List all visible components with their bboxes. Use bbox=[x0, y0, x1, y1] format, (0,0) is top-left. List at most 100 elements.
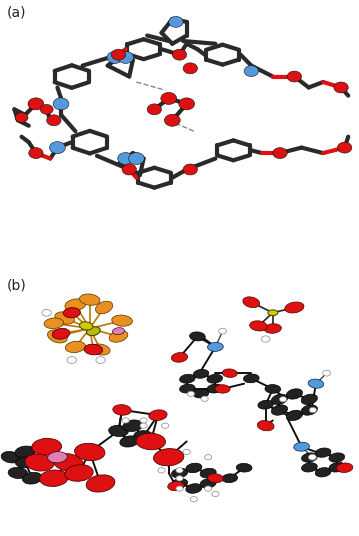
Ellipse shape bbox=[113, 405, 131, 415]
Ellipse shape bbox=[222, 369, 237, 377]
Ellipse shape bbox=[271, 405, 288, 415]
Circle shape bbox=[179, 98, 195, 110]
Ellipse shape bbox=[208, 474, 223, 483]
Ellipse shape bbox=[190, 332, 205, 341]
Circle shape bbox=[183, 63, 197, 74]
Circle shape bbox=[183, 449, 190, 455]
Circle shape bbox=[323, 370, 331, 376]
Circle shape bbox=[15, 113, 28, 122]
Ellipse shape bbox=[15, 457, 35, 468]
Ellipse shape bbox=[243, 297, 260, 308]
Ellipse shape bbox=[180, 384, 195, 393]
Ellipse shape bbox=[329, 463, 345, 472]
Ellipse shape bbox=[65, 341, 85, 353]
Circle shape bbox=[205, 455, 212, 460]
Circle shape bbox=[147, 104, 162, 115]
Ellipse shape bbox=[91, 344, 110, 355]
Ellipse shape bbox=[264, 324, 281, 333]
Ellipse shape bbox=[134, 430, 153, 442]
Ellipse shape bbox=[15, 446, 36, 458]
Text: (b): (b) bbox=[7, 279, 27, 293]
Circle shape bbox=[140, 418, 147, 423]
Ellipse shape bbox=[215, 385, 230, 393]
Ellipse shape bbox=[79, 322, 93, 330]
Ellipse shape bbox=[180, 374, 195, 383]
Circle shape bbox=[183, 164, 197, 175]
Circle shape bbox=[279, 397, 286, 402]
Circle shape bbox=[176, 486, 183, 491]
Ellipse shape bbox=[1, 451, 20, 463]
Ellipse shape bbox=[301, 405, 317, 415]
Ellipse shape bbox=[136, 433, 165, 450]
Ellipse shape bbox=[112, 327, 125, 334]
Circle shape bbox=[334, 82, 348, 93]
Ellipse shape bbox=[172, 468, 188, 478]
Ellipse shape bbox=[95, 301, 113, 314]
Ellipse shape bbox=[207, 374, 223, 383]
Ellipse shape bbox=[149, 410, 167, 421]
Ellipse shape bbox=[222, 474, 238, 482]
Ellipse shape bbox=[257, 421, 274, 431]
Ellipse shape bbox=[250, 321, 267, 331]
Circle shape bbox=[122, 418, 129, 423]
Ellipse shape bbox=[243, 374, 259, 383]
Circle shape bbox=[176, 476, 183, 481]
Ellipse shape bbox=[186, 463, 202, 473]
Ellipse shape bbox=[48, 452, 67, 463]
Circle shape bbox=[261, 336, 270, 342]
Ellipse shape bbox=[65, 465, 93, 481]
Ellipse shape bbox=[120, 436, 139, 447]
Ellipse shape bbox=[65, 299, 86, 311]
Circle shape bbox=[118, 153, 134, 165]
Circle shape bbox=[244, 65, 258, 77]
Circle shape bbox=[187, 391, 195, 397]
Ellipse shape bbox=[44, 318, 64, 329]
Ellipse shape bbox=[109, 331, 128, 343]
Circle shape bbox=[212, 492, 219, 496]
Ellipse shape bbox=[301, 394, 317, 405]
Ellipse shape bbox=[109, 426, 128, 436]
Circle shape bbox=[162, 423, 169, 428]
Ellipse shape bbox=[315, 448, 331, 457]
Ellipse shape bbox=[47, 330, 67, 343]
Ellipse shape bbox=[208, 343, 223, 352]
Ellipse shape bbox=[308, 379, 324, 388]
Ellipse shape bbox=[315, 467, 331, 477]
Ellipse shape bbox=[154, 449, 184, 466]
Ellipse shape bbox=[193, 369, 209, 378]
Circle shape bbox=[29, 147, 43, 159]
Circle shape bbox=[176, 468, 183, 473]
Ellipse shape bbox=[294, 442, 309, 451]
Circle shape bbox=[161, 92, 177, 105]
Ellipse shape bbox=[8, 467, 28, 479]
Ellipse shape bbox=[236, 463, 252, 472]
Circle shape bbox=[164, 114, 180, 126]
Ellipse shape bbox=[23, 472, 42, 484]
Circle shape bbox=[190, 496, 197, 502]
Circle shape bbox=[337, 142, 352, 153]
Ellipse shape bbox=[84, 344, 103, 355]
Ellipse shape bbox=[271, 394, 288, 405]
Circle shape bbox=[201, 396, 208, 401]
Ellipse shape bbox=[172, 479, 188, 488]
Circle shape bbox=[42, 309, 51, 316]
Ellipse shape bbox=[39, 470, 68, 487]
Circle shape bbox=[107, 51, 123, 63]
Ellipse shape bbox=[258, 400, 274, 409]
Ellipse shape bbox=[329, 453, 345, 462]
Circle shape bbox=[96, 356, 105, 363]
Circle shape bbox=[169, 17, 183, 27]
Circle shape bbox=[172, 49, 187, 60]
Circle shape bbox=[53, 98, 69, 110]
Circle shape bbox=[122, 164, 136, 175]
Circle shape bbox=[67, 356, 76, 363]
Circle shape bbox=[219, 328, 227, 334]
Ellipse shape bbox=[336, 463, 353, 473]
Circle shape bbox=[28, 98, 44, 110]
Circle shape bbox=[287, 71, 302, 82]
Circle shape bbox=[129, 153, 144, 165]
Ellipse shape bbox=[302, 453, 317, 462]
Ellipse shape bbox=[171, 353, 188, 362]
Ellipse shape bbox=[75, 443, 105, 460]
Ellipse shape bbox=[25, 454, 54, 471]
